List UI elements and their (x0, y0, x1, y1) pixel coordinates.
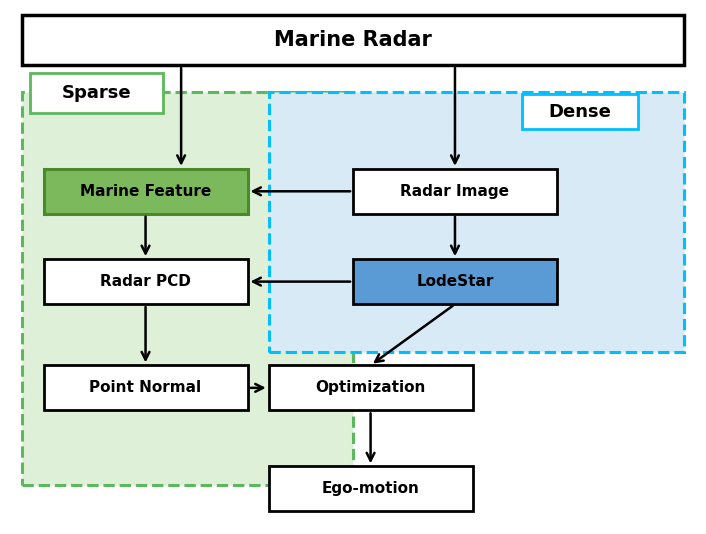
FancyBboxPatch shape (23, 92, 353, 485)
FancyBboxPatch shape (23, 14, 683, 65)
FancyBboxPatch shape (30, 73, 163, 113)
Text: Marine Feature: Marine Feature (80, 184, 211, 199)
Text: Radar Image: Radar Image (400, 184, 510, 199)
FancyBboxPatch shape (268, 466, 472, 512)
FancyBboxPatch shape (268, 92, 683, 352)
Text: Point Normal: Point Normal (90, 380, 202, 395)
Text: Ego-motion: Ego-motion (322, 481, 419, 496)
FancyBboxPatch shape (353, 259, 557, 304)
Text: Marine Radar: Marine Radar (274, 30, 432, 50)
Text: LodeStar: LodeStar (417, 274, 493, 289)
Text: Dense: Dense (549, 103, 611, 121)
Text: Sparse: Sparse (61, 84, 131, 102)
Text: Radar PCD: Radar PCD (100, 274, 191, 289)
FancyBboxPatch shape (522, 95, 638, 129)
FancyBboxPatch shape (44, 365, 248, 411)
FancyBboxPatch shape (268, 365, 472, 411)
FancyBboxPatch shape (44, 169, 248, 214)
FancyBboxPatch shape (44, 259, 248, 304)
FancyBboxPatch shape (353, 169, 557, 214)
Text: Optimization: Optimization (316, 380, 426, 395)
